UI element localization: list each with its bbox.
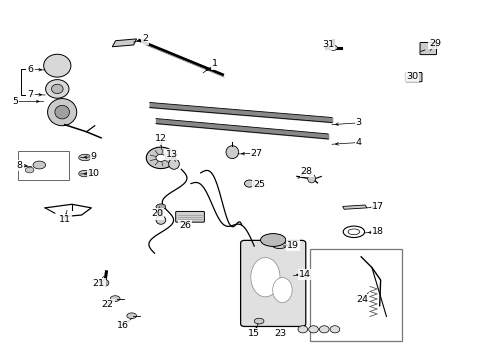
Text: 6: 6 [27,65,34,74]
Text: 18: 18 [371,227,384,236]
Text: 24: 24 [355,295,367,304]
Text: 14: 14 [299,270,311,279]
Ellipse shape [79,154,91,161]
Text: 13: 13 [165,150,177,159]
Ellipse shape [272,242,286,249]
Text: 17: 17 [371,202,384,211]
Text: 22: 22 [101,300,113,309]
Text: 2: 2 [142,35,147,44]
Text: 16: 16 [117,321,129,330]
Text: 31: 31 [322,40,333,49]
Text: 1: 1 [212,59,218,68]
Ellipse shape [244,180,254,187]
Bar [309,249,401,342]
Text: 20: 20 [151,210,163,219]
Ellipse shape [146,147,175,168]
Ellipse shape [250,257,280,297]
Text: 12: 12 [155,134,166,143]
FancyBboxPatch shape [175,211,204,222]
Text: 23: 23 [273,329,285,338]
Text: 9: 9 [91,152,97,161]
Text: 25: 25 [253,180,264,189]
Ellipse shape [110,296,120,301]
Ellipse shape [307,174,315,183]
Ellipse shape [260,234,285,247]
Ellipse shape [156,154,165,161]
Text: 4: 4 [355,138,361,147]
Polygon shape [112,39,136,47]
Text: 15: 15 [248,329,260,338]
Ellipse shape [47,99,77,126]
Text: 21: 21 [92,279,104,288]
Ellipse shape [43,54,71,77]
FancyBboxPatch shape [240,240,305,327]
Text: 28: 28 [300,167,312,176]
Text: 11: 11 [59,215,70,224]
Ellipse shape [25,167,34,173]
Polygon shape [342,205,366,209]
Text: 7: 7 [27,90,34,99]
Text: 19: 19 [286,240,299,249]
Ellipse shape [254,318,264,324]
Ellipse shape [102,280,109,286]
Ellipse shape [272,278,291,302]
Ellipse shape [55,105,69,119]
Text: 30: 30 [406,72,417,81]
Text: 26: 26 [179,221,191,230]
Ellipse shape [297,326,307,333]
Ellipse shape [156,204,165,210]
Bar [19,151,69,180]
Text: 10: 10 [87,169,100,178]
FancyBboxPatch shape [419,42,436,55]
Ellipse shape [126,313,136,319]
Text: 29: 29 [428,39,441,48]
Ellipse shape [51,84,63,94]
Text: 3: 3 [355,118,361,127]
Ellipse shape [225,146,238,158]
Text: 8: 8 [17,161,23,170]
FancyBboxPatch shape [405,72,421,82]
Ellipse shape [168,158,179,169]
Ellipse shape [156,216,165,224]
Ellipse shape [79,170,91,177]
Text: 5: 5 [12,97,18,106]
Text: 27: 27 [250,149,262,158]
Ellipse shape [319,326,328,333]
Ellipse shape [329,45,337,50]
Ellipse shape [329,326,339,333]
Ellipse shape [308,326,318,333]
Ellipse shape [45,80,69,98]
Ellipse shape [33,161,45,169]
